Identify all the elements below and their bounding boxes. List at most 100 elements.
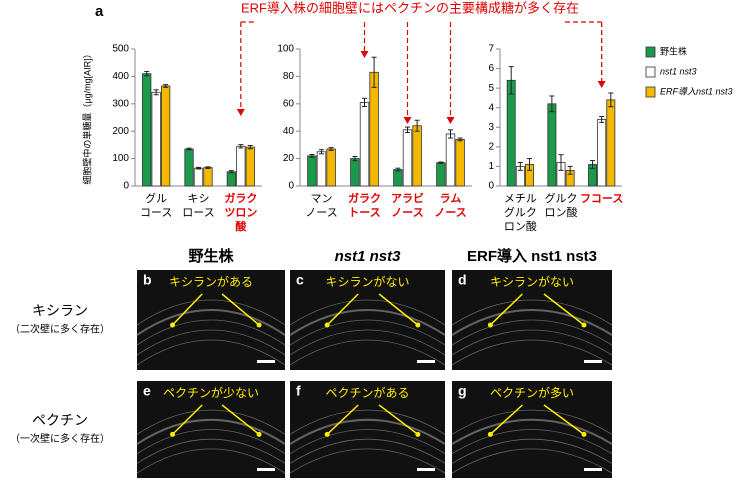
annotation-arrow-tip (324, 322, 330, 328)
legend-swatch (645, 86, 656, 98)
tissue-ring (136, 299, 286, 326)
scale-bar (257, 360, 275, 363)
bar (326, 148, 336, 187)
panel-letter: d (458, 272, 467, 288)
bar (606, 99, 616, 187)
bar (236, 145, 246, 187)
banner: ERF導入株の細胞壁にはペクチンの主要構成糖が多く存在 (241, 0, 579, 15)
row-label: ペクチン (32, 412, 88, 428)
error-bar (405, 126, 410, 134)
bar (393, 169, 403, 187)
y-tick-label: 20 (283, 153, 295, 164)
arrow-head (360, 51, 369, 58)
tissue-ring (289, 299, 446, 326)
bar (402, 129, 413, 187)
x-tick-label: ノース (391, 207, 423, 219)
annotation: ペクチンが少ない (163, 385, 259, 400)
x-tick-label: キシ (188, 193, 210, 205)
tissue-ring (451, 299, 613, 326)
error-bar (196, 166, 201, 170)
column-header: nst1 nst3 (335, 248, 402, 265)
bar (350, 158, 360, 187)
tissue-ring (451, 438, 613, 464)
scale-bar (584, 468, 602, 471)
error-bar (508, 66, 514, 95)
error-bar (590, 160, 596, 169)
annotation-arrow-tip (256, 431, 262, 437)
tissue-ring (136, 319, 286, 346)
tissue-ring (136, 329, 286, 356)
panel-letter: g (458, 383, 467, 399)
tissue-ring (289, 339, 446, 366)
annotation-arrow (489, 293, 523, 326)
annotation-arrow-tip (415, 431, 421, 437)
error-bar (371, 56, 377, 88)
tissue-ring (136, 339, 286, 366)
x-tick-label: ガラク (348, 191, 381, 205)
error-bar (517, 162, 523, 171)
error-bar (526, 158, 532, 171)
error-bar (457, 137, 463, 142)
tissue-ring (136, 429, 286, 455)
column-header: 野生株 (188, 247, 234, 265)
y-tick-label: 500 (112, 44, 129, 55)
micrograph: g ペクチンが多い (451, 381, 613, 478)
error-bar (228, 170, 234, 174)
bar (412, 125, 422, 187)
x-tick-label: ツロン (224, 207, 257, 219)
error-bar (608, 92, 614, 108)
tissue-ring (136, 409, 286, 435)
error-bar (599, 116, 605, 123)
error-bar (448, 129, 453, 139)
arrow-head (403, 117, 412, 124)
y-tick-label: 4 (488, 102, 494, 113)
micrograph: d キシランがない (451, 270, 613, 370)
panel-letter: e (143, 383, 151, 399)
bar (307, 155, 317, 187)
x-tick-label: 酸 (235, 219, 247, 233)
panel-letter: c (296, 272, 304, 288)
error-bar (549, 95, 555, 113)
tissue-ring (136, 448, 286, 474)
y-tick-label: 400 (112, 71, 129, 82)
tissue-ring (289, 438, 446, 464)
y-tick-label: 0 (488, 181, 494, 192)
y-tick-label: 40 (283, 126, 295, 137)
tissue-ring (451, 418, 613, 445)
y-tick-label: 300 (112, 98, 129, 109)
panel-label: a (95, 3, 104, 20)
row-note: （二次壁に多く存在） (10, 323, 110, 336)
scale-bar (584, 360, 602, 363)
error-bar (352, 156, 358, 162)
error-bar (362, 97, 367, 108)
annotation-arrow (543, 404, 585, 435)
tissue-ring (289, 418, 446, 445)
tissue-ring (451, 309, 613, 336)
tissue-ring (289, 319, 446, 346)
error-bar (309, 153, 315, 158)
error-bar (319, 149, 324, 155)
bar (455, 139, 465, 187)
legend-label: ERF導入nst1 nst3 (660, 86, 733, 96)
annotation-arrow-tip (487, 431, 493, 437)
annotation-arrow-tip (170, 322, 176, 328)
micrograph: b キシランがある (136, 270, 286, 370)
x-tick-label: コース (140, 207, 172, 219)
y-tick-label: 100 (112, 153, 129, 164)
x-tick-label: グル (145, 191, 167, 205)
x-tick-label: ガラク (224, 191, 257, 205)
x-tick-label: ロン酸 (545, 205, 578, 219)
tissue-ring (289, 309, 446, 336)
tissue-ring (289, 429, 446, 455)
x-tick-label: ノース (434, 207, 466, 219)
legend-label: 野生株 (660, 45, 687, 56)
error-bar (328, 147, 334, 151)
tissue-ring (289, 448, 446, 474)
column-header: ERF導入 nst1 nst3 (467, 247, 597, 265)
legend-swatch (645, 66, 656, 78)
x-tick-label: グルク (545, 191, 578, 205)
annotation-arrow-tip (581, 322, 587, 328)
annotation-arrow-tip (170, 431, 176, 437)
annotation-arrow-tip (415, 322, 421, 328)
